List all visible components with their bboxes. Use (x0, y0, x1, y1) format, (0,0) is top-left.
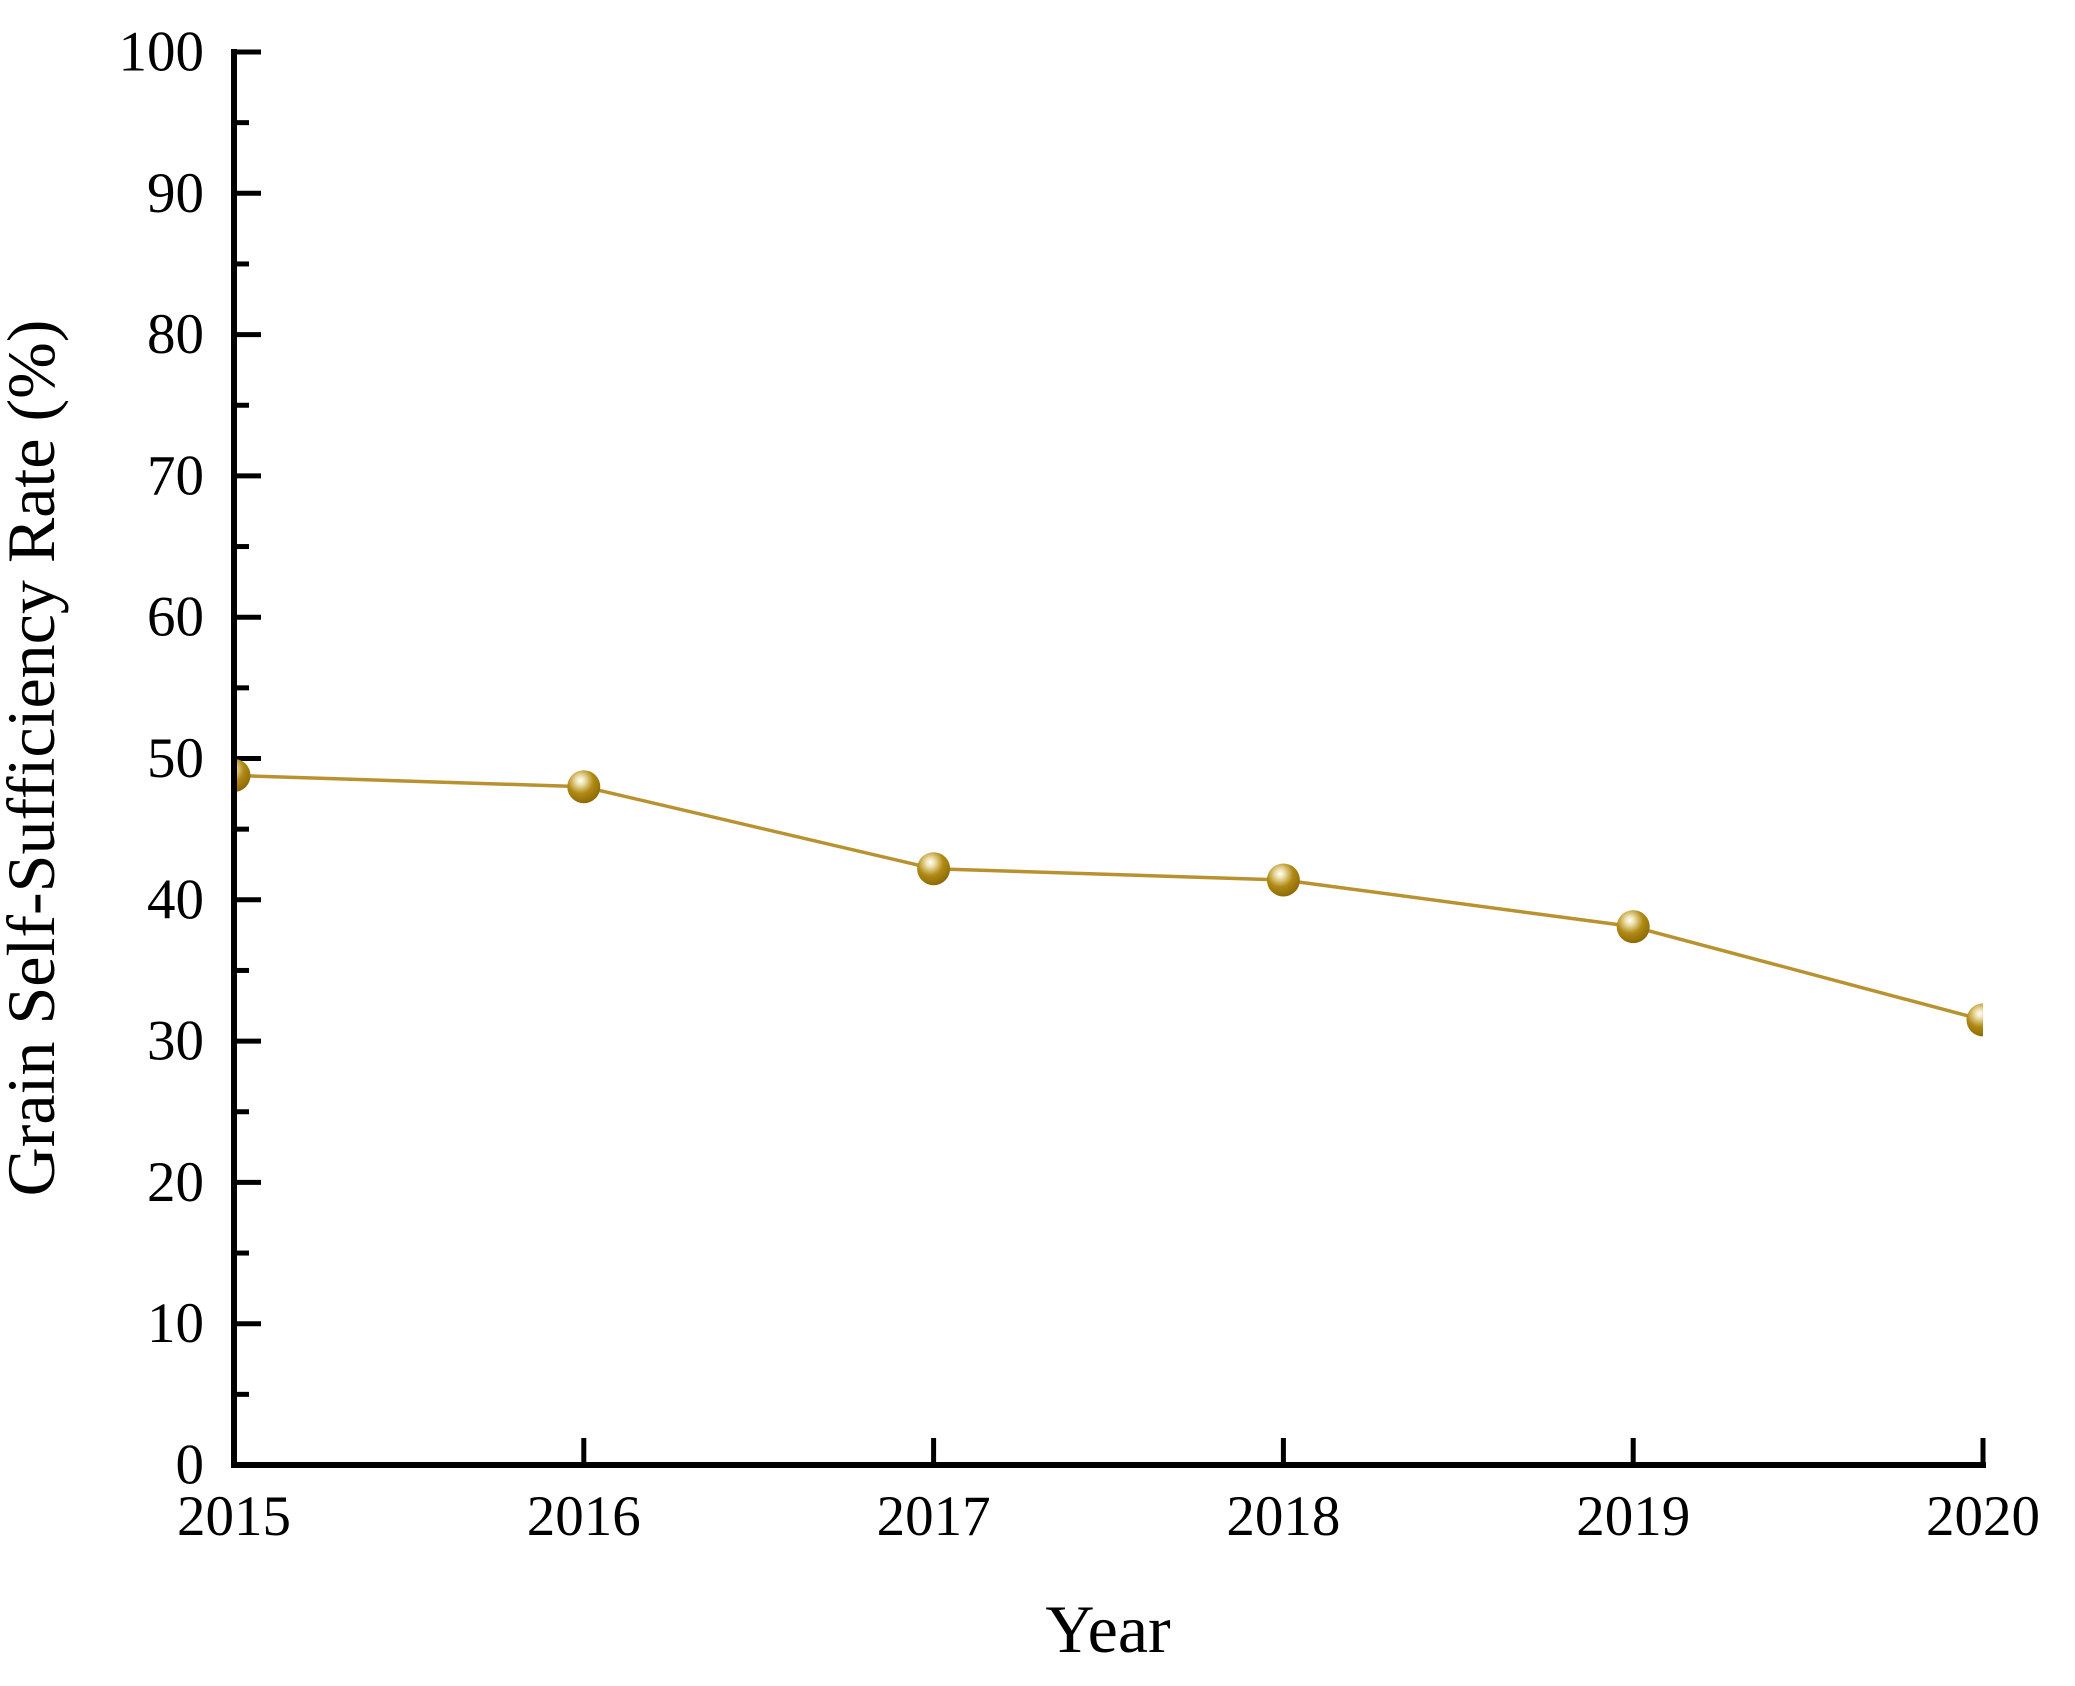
data-point-marker (237, 759, 251, 792)
x-tick-label: 2019 (1576, 1485, 1690, 1548)
data-point-marker (917, 852, 951, 886)
y-tick-label: 50 (147, 727, 204, 790)
y-tick-label: 80 (147, 303, 204, 366)
y-axis-title: Grain Self-Sufficiency Rate (%) (0, 320, 69, 1197)
x-tick-label: 2015 (177, 1485, 291, 1548)
series-line (237, 773, 1983, 1022)
tick-labels: 0 10 20 30 40 50 60 70 80 90 100 2015 2016 2017 2018 20… (119, 21, 2041, 1549)
y-tick-label: 100 (119, 21, 205, 84)
y-tick-label: 10 (147, 1292, 204, 1355)
x-axis-title: Year (1045, 1591, 1171, 1667)
data-point-marker (1616, 910, 1650, 944)
data-point-marker (1266, 863, 1300, 897)
y-tick-label: 90 (147, 162, 204, 225)
x-tick-label: 2016 (527, 1485, 641, 1548)
x-tick-label: 2018 (1226, 1485, 1340, 1548)
y-tick-label: 70 (147, 444, 204, 507)
data-series (237, 759, 1983, 1037)
y-tick-label: 40 (147, 868, 204, 931)
y-tick-label: 30 (147, 1010, 204, 1073)
y-tick-label: 60 (147, 586, 204, 649)
x-tick-label: 2020 (1926, 1485, 2040, 1548)
x-tick-label: 2017 (877, 1485, 991, 1548)
y-tick-label: 20 (147, 1151, 204, 1214)
axis-ticks (231, 49, 1986, 1468)
axes (231, 49, 1986, 1468)
data-point-marker (1966, 1003, 1983, 1037)
y-tick-label: 0 (176, 1434, 205, 1497)
data-point-marker (567, 770, 601, 804)
